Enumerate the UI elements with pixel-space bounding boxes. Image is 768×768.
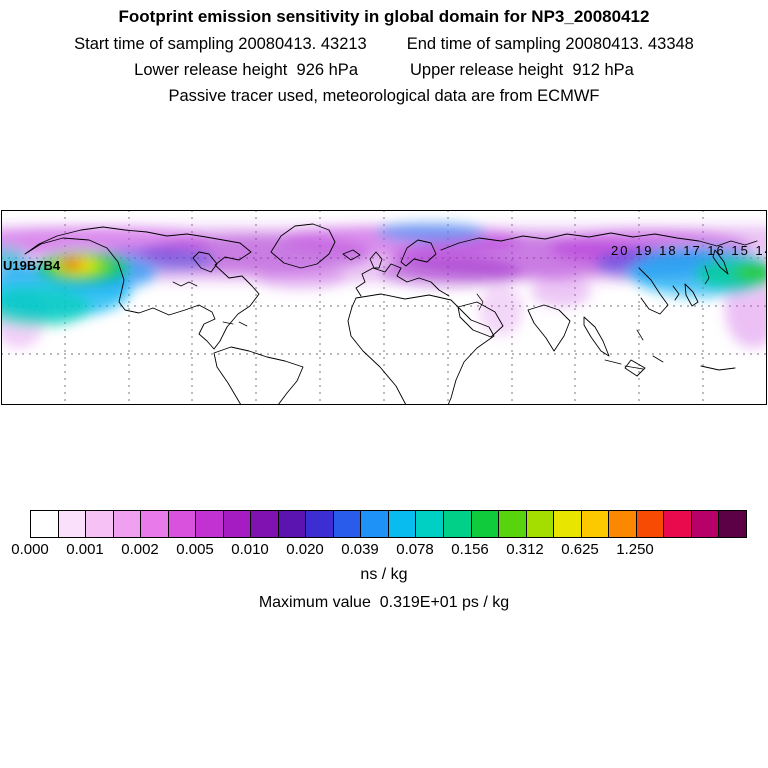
colorbar-segment [305, 511, 333, 537]
colorbar-segment [635, 511, 664, 537]
colorbar-segment [580, 511, 609, 537]
colorbar-segment [608, 511, 636, 537]
great-lakes [172, 281, 198, 287]
new-guinea [700, 365, 736, 371]
japan [684, 283, 699, 307]
scandinavia [400, 239, 437, 267]
colorbar-segment [31, 511, 58, 537]
colorbar-segment [85, 511, 113, 537]
colorbar-segment [57, 511, 86, 537]
arabian-peninsula [457, 301, 504, 338]
colorbar-tick-label: 0.078 [396, 541, 434, 558]
coastlines [24, 223, 758, 406]
colorbar-tick-label: 0.312 [506, 541, 544, 558]
colorbar-tick-label: 0.625 [561, 541, 599, 558]
continent-europe [355, 263, 450, 297]
asia-arctic-coast [440, 232, 758, 251]
caspian-sea [476, 293, 484, 311]
colorbar-tick-label: 0.000 [11, 541, 49, 558]
colorbar-tick-label: 0.002 [121, 541, 159, 558]
india [527, 304, 571, 352]
colorbar-segment [442, 511, 471, 537]
colorbar-segment [498, 511, 526, 537]
sakhalin [704, 265, 710, 285]
iceland [342, 249, 361, 261]
colorbar-tick-label: 0.001 [66, 541, 104, 558]
map-gridlines [1, 210, 767, 405]
world-map: 20 19 18 17 16 15 14 U19B7B4 [1, 210, 768, 406]
colorbar-tick-label: 0.039 [341, 541, 379, 558]
colorbar-segment [195, 511, 223, 537]
maximum-value-label: Maximum value 0.319E+01 ps / kg [258, 594, 510, 611]
china-coast [638, 267, 669, 315]
colorbar-ticks: 0.000 0.001 0.002 0.005 0.010 0.020 0.039 0.078… [11, 541, 745, 559]
colorbar-tick-label: 0.010 [231, 541, 269, 558]
colorbar-segment [332, 511, 361, 537]
trajectory-start-label: U19B7B4 [3, 258, 61, 273]
sampling-start-text: Start time of sampling 20080413. 43213 [74, 35, 367, 53]
colorbar-segment [140, 511, 168, 537]
southeast-asia [583, 316, 610, 357]
continent-south-america [213, 346, 304, 406]
colorbar-segment [222, 511, 251, 537]
korea [672, 285, 680, 301]
tracer-note-text: Passive tracer used, meteorological data… [168, 87, 600, 105]
caribbean-islands [222, 321, 248, 327]
release-heights-row: Lower release height 926 hPa Upper relea… [0, 61, 768, 80]
colorbar-segment [470, 511, 499, 537]
sampling-times-row: Start time of sampling 20080413. 43213 E… [0, 35, 768, 54]
colorbar-tick-label: 0.005 [176, 541, 214, 558]
sampling-end-text: End time of sampling 20080413. 43348 [406, 35, 694, 53]
colorbar-segment [525, 511, 554, 537]
borneo [624, 359, 646, 377]
british-isles [369, 251, 383, 269]
lower-release-text: Lower release height 926 hPa [134, 61, 358, 79]
trajectory-hours-label: 20 19 18 17 16 15 14 [611, 243, 767, 258]
colorbar-segment [277, 511, 306, 537]
continent-africa [347, 293, 495, 406]
hudson-bay [192, 251, 218, 273]
map-border [1, 210, 767, 405]
colorbar-unit-label: ns / kg [360, 566, 408, 583]
colorbar-segment [360, 511, 388, 537]
continent-north-america [24, 226, 260, 350]
colorbar [30, 510, 747, 538]
colorbar-tick-label: 0.020 [286, 541, 324, 558]
colorbar-segment [250, 511, 278, 537]
colorbar-segment [387, 511, 416, 537]
colorbar-tick-label: 0.156 [451, 541, 489, 558]
colorbar-segment [663, 511, 691, 537]
colorbar-segment [112, 511, 141, 537]
indonesia-islands [604, 329, 664, 370]
page-title: Footprint emission sensitivity in global… [118, 7, 650, 26]
colorbar-segment [690, 511, 719, 537]
map-annotations: 20 19 18 17 16 15 14 U19B7B4 [3, 243, 768, 273]
colorbar-segment [553, 511, 581, 537]
colorbar-segment [167, 511, 196, 537]
map-svg: 20 19 18 17 16 15 14 U19B7B4 [1, 210, 768, 406]
greenland [270, 223, 336, 269]
upper-release-text: Upper release height 912 hPa [410, 61, 634, 79]
colorbar-tick-label: 1.250 [616, 541, 654, 558]
kamchatka [712, 249, 729, 275]
colorbar-segment [718, 511, 746, 537]
colorbar-segment [415, 511, 443, 537]
